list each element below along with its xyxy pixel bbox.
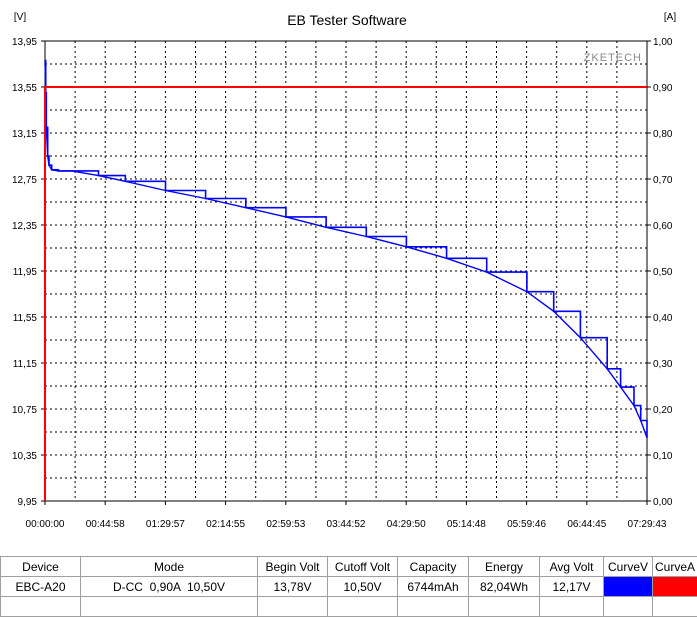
y-right-tick-label: 0,30 [653,359,673,370]
x-tick-label: 02:14:55 [206,519,245,530]
header-capacity: Capacity [398,557,469,577]
x-tick-label: 05:59:46 [507,519,546,530]
y-right-tick-label: 0,40 [653,313,673,324]
y-right-tick-label: 0,50 [653,267,673,278]
y-right-tick-label: 1,00 [653,37,673,48]
x-tick-label: 05:14:48 [447,519,486,530]
y-left-tick-label: 13,95 [12,37,37,48]
cell-device: EBC-A20 [1,577,81,597]
y-left-tick-label: 13,55 [12,83,37,94]
y-right-tick-label: 0,80 [653,129,673,140]
x-tick-label: 04:29:50 [387,519,426,530]
x-tick-label: 06:44:45 [567,519,606,530]
y-left-tick-label: 9,95 [18,497,38,508]
x-tick-label: 00:44:58 [86,519,125,530]
cell-mode: D-CC 0,90A 10,50V [81,577,258,597]
y-right-tick-label: 0,20 [653,405,673,416]
cell-energy: 82,04Wh [469,577,540,597]
y-right-unit: [A] [664,12,676,23]
chart: EB Tester Software [V] [A] ZKETECH 13,95… [0,0,697,556]
header-avg-volt: Avg Volt [540,557,604,577]
y-right-tick-label: 0,10 [653,451,673,462]
chart-title: EB Tester Software [287,12,407,28]
y-right-tick-label: 0,60 [653,221,673,232]
y-left-tick-label: 12,75 [12,175,37,186]
watermark: ZKETECH [584,52,642,64]
y-left-tick-label: 13,15 [12,129,37,140]
x-tick-label: 02:59:53 [266,519,305,530]
curve-a-swatch[interactable] [653,577,697,597]
header-device: Device [1,557,81,577]
header-cutoff-volt: Cutoff Volt [328,557,398,577]
header-begin-volt: Begin Volt [258,557,328,577]
y-left-unit: [V] [14,12,26,23]
header-curve-a: CurveA [653,557,697,577]
y-left-tick-label: 11,15 [13,359,38,370]
y-left-tick-label: 10,75 [12,405,37,416]
cell-begin-volt: 13,78V [258,577,328,597]
y-left-tick-label: 11,55 [13,313,38,324]
header-curve-v: CurveV [604,557,653,577]
x-tick-label: 03:44:52 [327,519,366,530]
y-left-tick-label: 10,35 [12,451,37,462]
grid [45,41,647,501]
x-tick-label: 07:29:43 [628,519,667,530]
x-tick-label: 01:29:57 [146,519,185,530]
y-left-tick-label: 11,95 [13,267,38,278]
y-left-tick-label: 12,35 [12,221,37,232]
curve-v-swatch[interactable] [604,577,653,597]
cell-cutoff-volt: 10,50V [328,577,398,597]
cell-capacity: 6744mAh [398,577,469,597]
y-right-tick-label: 0,70 [653,175,673,186]
results-table: Device Mode Begin Volt Cutoff Volt Capac… [0,556,697,617]
x-tick-label: 00:00:00 [26,519,65,530]
header-energy: Energy [469,557,540,577]
y-right-tick-label: 0,90 [653,83,673,94]
table-header-row: Device Mode Begin Volt Cutoff Volt Capac… [1,557,697,577]
header-mode: Mode [81,557,258,577]
table-row[interactable]: EBC-A20 D-CC 0,90A 10,50V 13,78V 10,50V … [1,577,697,597]
y-right-tick-label: 0,00 [653,497,673,508]
cell-avg-volt: 12,17V [540,577,604,597]
